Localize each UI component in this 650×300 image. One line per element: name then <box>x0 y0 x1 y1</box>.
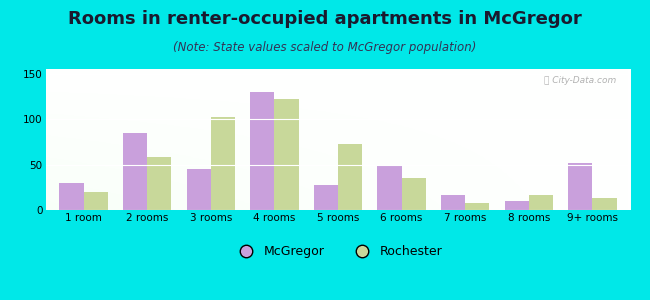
Bar <box>465 203 489 210</box>
Bar <box>274 99 298 210</box>
Text: (Note: State values scaled to McGregor population): (Note: State values scaled to McGregor p… <box>174 40 476 53</box>
Bar <box>314 184 338 210</box>
Bar <box>211 117 235 210</box>
Bar <box>123 133 148 210</box>
Bar <box>60 183 84 210</box>
Bar <box>528 194 553 210</box>
Bar <box>402 178 426 210</box>
Legend: McGregor, Rochester: McGregor, Rochester <box>229 240 447 263</box>
Bar <box>592 198 616 210</box>
Bar <box>568 163 592 210</box>
Bar <box>441 194 465 210</box>
Bar <box>84 192 108 210</box>
Bar <box>148 157 172 210</box>
Bar <box>378 164 402 210</box>
Bar <box>338 144 362 210</box>
Bar <box>250 92 274 210</box>
Bar <box>504 201 528 210</box>
Bar <box>187 169 211 210</box>
Text: Ⓣ City-Data.com: Ⓣ City-Data.com <box>543 76 616 85</box>
Text: Rooms in renter-occupied apartments in McGregor: Rooms in renter-occupied apartments in M… <box>68 11 582 28</box>
